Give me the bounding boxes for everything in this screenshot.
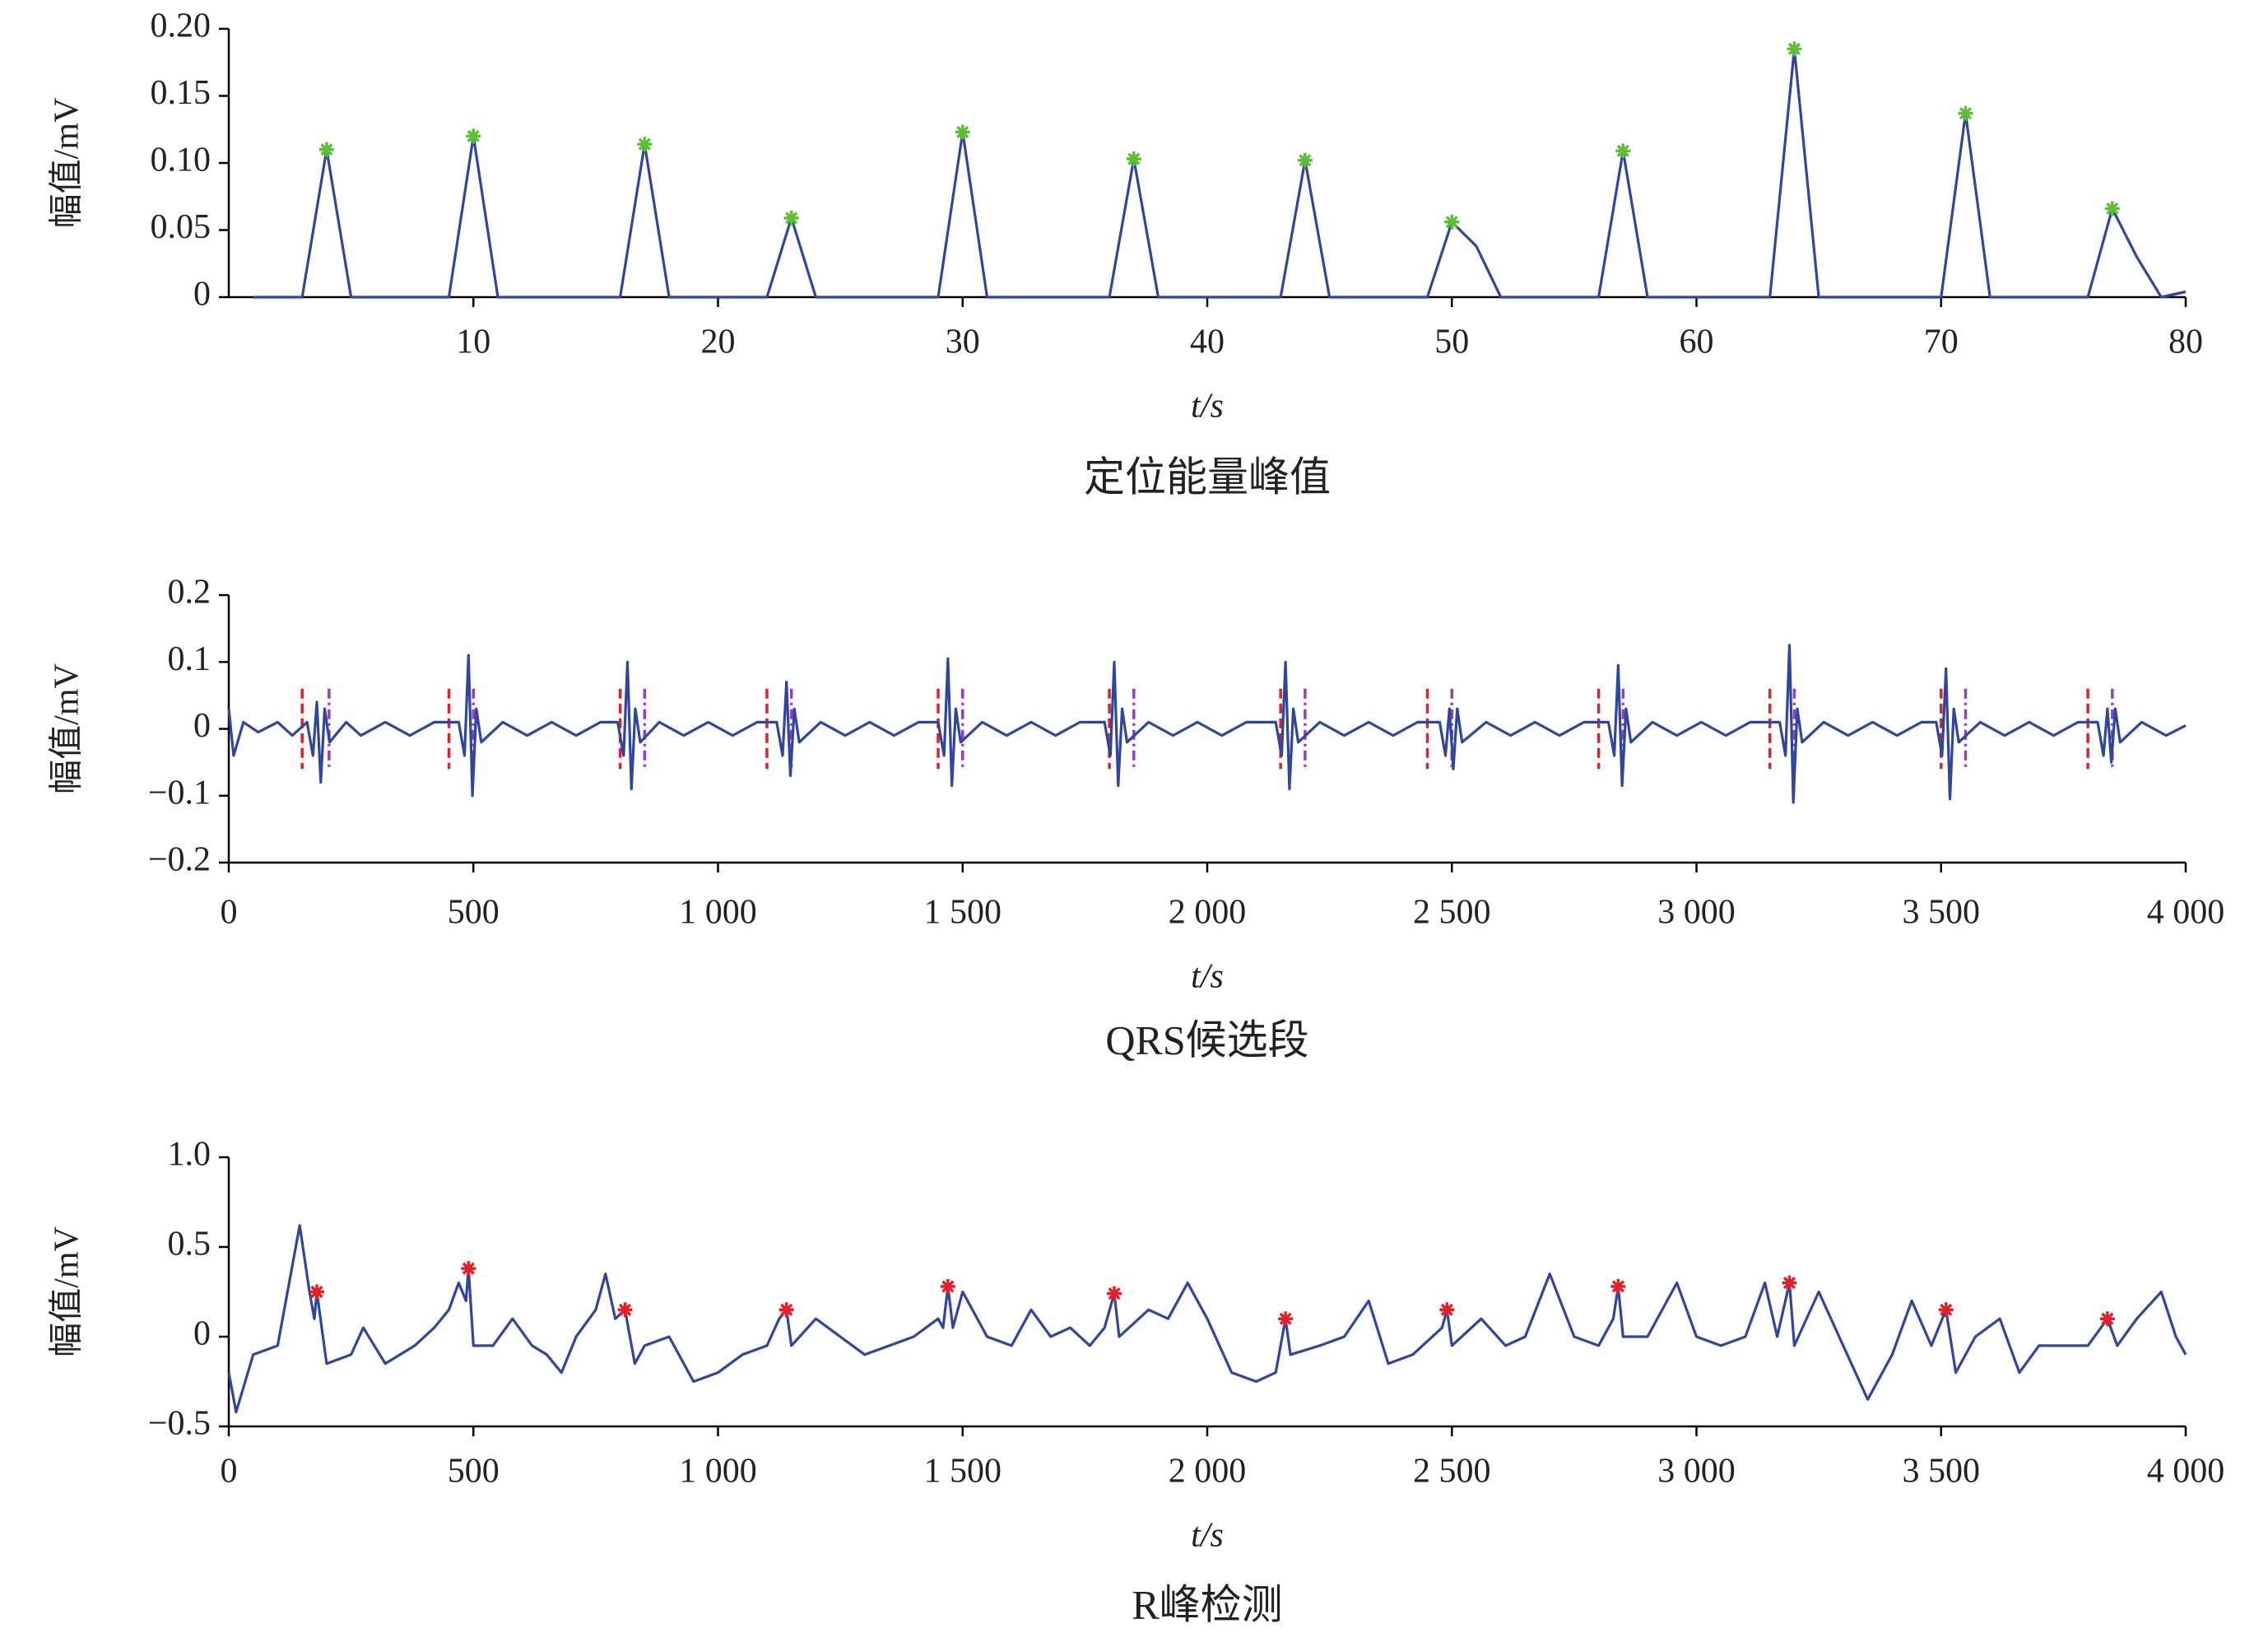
peak-marker [2104, 201, 2120, 216]
x-tick-label: 4 000 [2147, 1453, 2225, 1491]
y-tick-label: 0.2 [168, 574, 211, 612]
x-tick-label: 2 500 [1413, 894, 1491, 932]
x-tick-label: 50 [1434, 323, 1469, 361]
y-axis-label: 幅值/mV [49, 663, 86, 794]
x-tick-label: 60 [1680, 323, 1714, 361]
x-tick-label: 0 [221, 1453, 238, 1491]
peak-marker [1610, 1278, 1626, 1294]
caption: 定位能量峰值 [1084, 454, 1331, 500]
peak-marker [617, 1302, 633, 1318]
y-tick-label: 0.1 [168, 640, 211, 678]
y-tick-label: −0.2 [148, 841, 211, 879]
chart-panel: −0.2 −0.1 0 0.1 0.2 0 500 1 000 1 500 2 000 2 500 3… [49, 574, 2225, 1063]
x-tick-label: 0 [221, 894, 238, 932]
x-tick-label: 3 000 [1657, 1453, 1736, 1491]
x-tick-label: 2 000 [1169, 894, 1247, 932]
peak-marker [1278, 1311, 1294, 1327]
x-tick-label: 30 [946, 323, 980, 361]
x-tick-label: 3 000 [1657, 894, 1736, 932]
x-tick-label: 2 000 [1169, 1453, 1247, 1491]
x-tick-label: 500 [448, 894, 500, 932]
peak-marker [1439, 1302, 1455, 1318]
peak-marker [318, 142, 334, 157]
x-tick-label: 70 [1924, 323, 1959, 361]
y-tick-label: 0 [193, 707, 211, 745]
peak-marker [940, 1278, 955, 1294]
y-tick-label: 0.5 [168, 1226, 211, 1263]
peak-marker [955, 124, 970, 140]
signal-line [253, 47, 2187, 299]
y-tick-label: 0.20 [151, 7, 211, 45]
signal-line [227, 644, 2187, 804]
peak-marker [309, 1284, 325, 1300]
signal-line [227, 1224, 2187, 1414]
peak-marker [778, 1302, 794, 1318]
y-tick-label: 0.05 [151, 208, 211, 246]
x-tick-label: 1 000 [679, 894, 757, 932]
x-tick-label: 80 [2168, 323, 2203, 361]
peak-marker [1782, 1275, 1797, 1291]
peak-marker [466, 128, 481, 144]
x-tick-label: 4 000 [2147, 894, 2225, 932]
y-axis-label: 幅值/mV [49, 1226, 86, 1357]
x-tick-label: 1 000 [679, 1453, 757, 1491]
x-tick-label: 40 [1190, 323, 1225, 361]
x-tick-label: 3 500 [1903, 1453, 1981, 1491]
x-tick-label: 500 [448, 1453, 500, 1491]
chart-panel: −0.5 0 0.5 1.0 0 500 1 000 1 500 2 000 2 500 3 000… [49, 1136, 2225, 1628]
x-tick-label: 1 500 [924, 1453, 1002, 1491]
peak-marker [1787, 41, 1802, 57]
x-tick-label: 1 500 [924, 894, 1002, 932]
x-axis-label: t/s [1191, 958, 1224, 996]
y-tick-label: −0.1 [148, 774, 211, 812]
peak-marker [1297, 152, 1313, 168]
peak-marker [637, 137, 653, 152]
y-tick-label: 1.0 [168, 1136, 211, 1174]
x-axis-label: t/s [1191, 1517, 1224, 1555]
x-tick-label: 10 [456, 323, 490, 361]
caption: R峰检测 [1132, 1581, 1282, 1627]
peak-marker [1938, 1302, 1954, 1318]
y-tick-label: 0.15 [151, 74, 211, 112]
y-tick-label: 0 [193, 276, 211, 314]
y-tick-label: −0.5 [148, 1405, 211, 1443]
peak-marker [783, 210, 799, 226]
peak-marker [1444, 214, 1460, 230]
x-tick-label: 20 [701, 323, 736, 361]
peak-marker [1958, 105, 1973, 121]
peak-marker [2099, 1311, 2115, 1327]
y-tick-label: 0 [193, 1315, 211, 1353]
y-tick-label: 0.10 [151, 142, 211, 179]
x-tick-label: 2 500 [1413, 1453, 1491, 1491]
peak-marker [1107, 1286, 1122, 1301]
peak-marker [1615, 143, 1631, 159]
caption: QRS候选段 [1105, 1017, 1308, 1063]
peak-marker [1126, 151, 1141, 167]
peak-marker [461, 1261, 476, 1277]
x-axis-label: t/s [1191, 388, 1224, 426]
x-tick-label: 3 500 [1903, 894, 1981, 932]
y-axis-label: 幅值/mV [49, 98, 86, 229]
chart-panel: 0 0.05 0.10 0.15 0.20 10 20 30 40 50 60 70 80 幅值/mV t/… [49, 7, 2203, 500]
